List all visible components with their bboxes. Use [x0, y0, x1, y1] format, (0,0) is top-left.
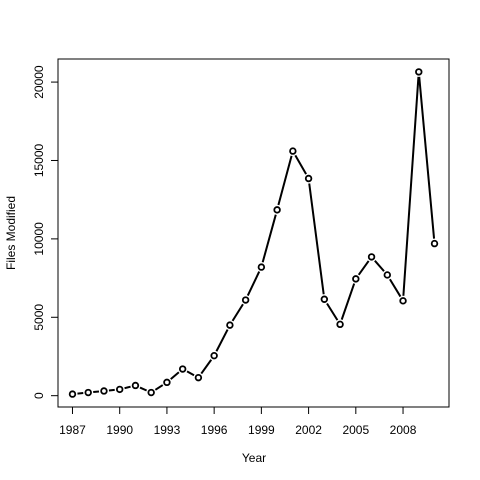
y-axis-title: Files Modified	[4, 196, 18, 270]
x-tick-label: 1999	[248, 423, 275, 437]
point	[100, 387, 108, 395]
point	[289, 147, 297, 155]
point	[226, 321, 234, 329]
point	[415, 68, 423, 76]
y-tick-label: 15000	[32, 143, 46, 177]
point	[178, 365, 187, 373]
point	[336, 320, 344, 329]
point	[84, 388, 92, 397]
x-tick-label: 2005	[342, 423, 369, 437]
point	[273, 206, 281, 214]
point	[210, 351, 218, 360]
point	[68, 390, 77, 398]
y-tick-label: 0	[32, 392, 46, 399]
point	[430, 239, 439, 248]
point	[116, 385, 124, 394]
x-tick-label: 1987	[59, 423, 86, 437]
point	[131, 381, 140, 390]
point	[304, 174, 313, 183]
point	[257, 263, 266, 271]
point	[320, 295, 329, 303]
y-tick-label: 10000	[32, 222, 46, 256]
point	[383, 271, 391, 279]
point	[367, 253, 376, 261]
y-tick-label: 20000	[32, 65, 46, 99]
point	[352, 275, 360, 283]
point	[241, 296, 250, 304]
y-tick-label: 5000	[32, 304, 46, 331]
point	[194, 373, 203, 382]
x-axis-title: Year	[242, 451, 266, 465]
point	[399, 297, 407, 305]
x-tick-label: 2002	[295, 423, 322, 437]
line	[77, 76, 436, 395]
plot-box	[57, 58, 450, 408]
x-tick-label: 2008	[390, 423, 417, 437]
x-tick-label: 1996	[201, 423, 228, 437]
x-tick-label: 1993	[154, 423, 181, 437]
point	[163, 378, 171, 387]
point	[147, 388, 155, 397]
x-tick-label: 1990	[106, 423, 133, 437]
